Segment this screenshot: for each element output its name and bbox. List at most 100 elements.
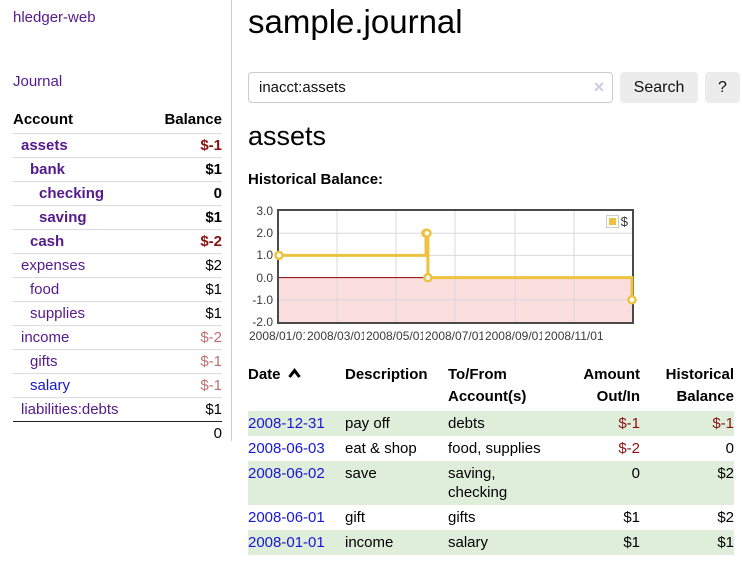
transaction-amount: $1	[623, 509, 640, 526]
main-content: sample.journal × Search ? assets Histori…	[240, 0, 742, 582]
account-row: gifts $-1	[13, 349, 222, 374]
register-table-body: 2008-12-31 pay off debts $-1 $-1 2008-06-03 ea…	[248, 411, 734, 555]
account-name-cell: assets	[13, 133, 149, 158]
transaction-accounts: salary	[448, 534, 489, 551]
account-link-saving[interactable]: saving	[39, 209, 87, 226]
account-balance: $-2	[148, 229, 222, 254]
transaction-date-cell: 2008-12-31	[248, 411, 345, 436]
app-brand-link[interactable]: hledger-web	[13, 9, 96, 26]
account-row: bank $1	[13, 157, 222, 182]
account-link-supplies[interactable]: supplies	[30, 305, 86, 322]
column-header-description: Description	[345, 362, 448, 411]
x-axis-tick-label: 2008/09/01	[482, 329, 547, 343]
account-row: saving $1	[13, 205, 222, 230]
accounts-table: Account Balance assets $-1 bank $1 checking 0…	[13, 108, 222, 445]
account-name-cell: checking	[13, 181, 149, 206]
register-header-row: Date Description To/From Account(s) Amount …	[248, 362, 734, 411]
transaction-date-link[interactable]: 2008-01-01	[248, 534, 325, 551]
transaction-date-link[interactable]: 2008-12-31	[248, 415, 325, 432]
y-axis-tick-label: 0.0	[256, 270, 273, 285]
account-link-food[interactable]: food	[30, 281, 60, 298]
accounts-header-account: Account	[13, 111, 73, 128]
account-balance: $1	[148, 301, 222, 326]
account-row: liabilities:debts $1	[13, 397, 222, 422]
transaction-date-link[interactable]: 2008-06-02	[248, 465, 325, 482]
transaction-date-cell: 2008-01-01	[248, 530, 345, 555]
balance-chart-canvas	[274, 211, 637, 322]
accounts-total-spacer	[13, 421, 149, 445]
search-input[interactable]	[248, 72, 613, 103]
chart-title: Historical Balance:	[248, 171, 384, 188]
transaction-balance: $2	[717, 465, 734, 482]
account-name-cell: salary	[13, 373, 149, 398]
account-balance: $-1	[148, 373, 222, 398]
x-axis-tick-label: 2008/11/01	[541, 329, 606, 343]
search-help-button[interactable]: ?	[705, 72, 740, 103]
account-row: assets $-1	[13, 133, 222, 158]
register-row: 2008-06-03 eat & shop food, supplies $-2 0	[248, 436, 734, 461]
transaction-accounts: saving, checking	[448, 465, 508, 501]
account-balance: $-1	[148, 133, 222, 158]
account-row: income $-2	[13, 325, 222, 350]
search-button[interactable]: Search	[620, 72, 698, 103]
accounts-header-row: Account Balance	[13, 108, 222, 134]
account-link-liabilities-debts[interactable]: liabilities:debts	[21, 401, 119, 418]
nav-journal-link[interactable]: Journal	[13, 73, 63, 90]
transaction-balance: 0	[725, 440, 734, 457]
transaction-accounts: gifts	[448, 509, 476, 526]
account-name-cell: gifts	[13, 349, 149, 374]
account-link-expenses[interactable]: expenses	[21, 257, 86, 274]
account-link-gifts[interactable]: gifts	[30, 353, 58, 370]
account-name-cell: food	[13, 277, 149, 302]
account-name-cell: cash	[13, 229, 149, 254]
account-name-cell: expenses	[13, 253, 149, 278]
transaction-balance: $1	[717, 534, 734, 551]
x-axis-tick-label: 2008/03/01	[305, 329, 370, 343]
y-axis-tick-label: -2.0	[252, 315, 273, 329]
account-link-income[interactable]: income	[21, 329, 70, 346]
clear-search-icon[interactable]: ×	[593, 77, 605, 97]
balance-chart-plot: $	[274, 209, 637, 324]
account-name-cell: liabilities:debts	[13, 397, 149, 422]
column-header-to-from-account-s: To/From Account(s)	[448, 362, 554, 411]
account-link-bank[interactable]: bank	[30, 161, 66, 178]
account-link-assets[interactable]: assets	[21, 137, 68, 154]
register-row: 2008-06-01 gift gifts $1 $2	[248, 505, 734, 530]
account-name-cell: bank	[13, 157, 149, 182]
transaction-date-link[interactable]: 2008-06-03	[248, 440, 325, 457]
account-link-cash[interactable]: cash	[30, 233, 65, 250]
y-axis-tick-label: 2.0	[256, 226, 273, 241]
transaction-amount: $-2	[618, 440, 640, 457]
account-balance: 0	[148, 181, 222, 206]
chart-area: $ 2008/01/01 2008/03/01 2008/05/01 2008/07/…	[240, 200, 742, 352]
account-link-salary[interactable]: salary	[30, 377, 71, 394]
transaction-balance: $2	[717, 509, 734, 526]
account-balance: $1	[148, 397, 222, 422]
transaction-date-link[interactable]: 2008-06-01	[248, 509, 325, 526]
register-table: Date Description To/From Account(s) Amount …	[248, 362, 734, 555]
sort-ascending-icon	[287, 368, 301, 378]
transaction-description: save	[345, 465, 377, 482]
column-header-label: Historical Balance	[665, 366, 734, 405]
register-row: 2008-12-31 pay off debts $-1 $-1	[248, 411, 734, 436]
column-header-date[interactable]: Date	[248, 362, 345, 411]
transaction-date-cell: 2008-06-02	[248, 461, 345, 505]
account-row: supplies $1	[13, 301, 222, 326]
sidebar-content: hledger-web Journal Account Balance asse…	[0, 0, 231, 445]
y-axis-tick-label: -1.0	[252, 292, 273, 307]
account-balance: $1	[148, 205, 222, 230]
column-header-label: To/From Account(s)	[448, 366, 527, 405]
account-balance: $-1	[148, 349, 222, 374]
account-balance: $1	[148, 157, 222, 182]
register-row: 2008-06-02 save saving, checking 0 $2	[248, 461, 734, 505]
account-name-cell: saving	[13, 205, 149, 230]
account-balance: $2	[148, 253, 222, 278]
search-form: × Search ?	[248, 72, 742, 103]
sidebar: hledger-web Journal Account Balance asse…	[0, 0, 232, 445]
account-row: cash $-2	[13, 229, 222, 254]
transaction-amount: 0	[631, 465, 640, 482]
y-axis-tick-label: 1.0	[256, 248, 273, 263]
transaction-description: gift	[345, 509, 366, 526]
account-balance: $-2	[148, 325, 222, 350]
account-link-checking[interactable]: checking	[39, 185, 105, 202]
